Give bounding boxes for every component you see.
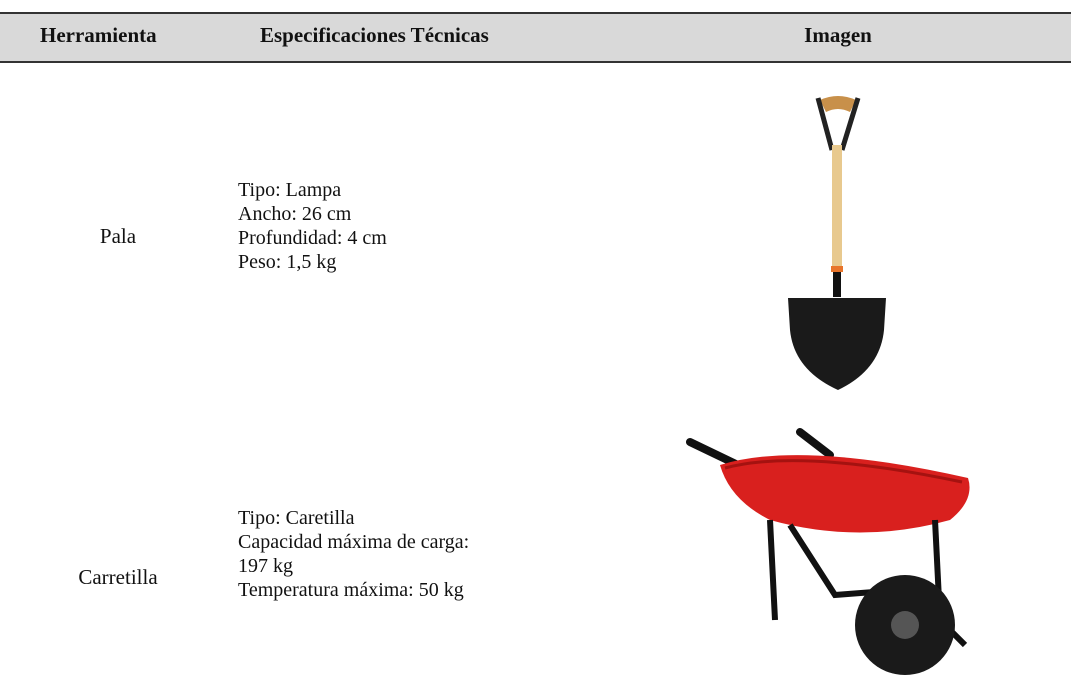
header-row — [0, 12, 1071, 63]
header-cell: Herramienta — [40, 23, 157, 47]
header-cell: Imagen — [804, 23, 872, 47]
spec-line: Capacidad máxima de carga: — [238, 531, 470, 553]
header-cell: Especificaciones Técnicas — [260, 23, 489, 47]
spec-line: Tipo: Caretilla — [238, 507, 355, 529]
spec-line: Peso: 1,5 kg — [238, 251, 337, 273]
spec-line: Ancho: 26 cm — [238, 203, 352, 225]
tool-name: Pala — [99, 224, 137, 248]
spec-line: Tipo: Lampa — [238, 179, 342, 201]
spec-line: 197 kg — [238, 555, 293, 577]
spec-line: Temperatura máxima: 50 kg — [238, 579, 464, 601]
wheelbarrow-image — [686, 428, 970, 675]
tool-name: Carretilla — [78, 565, 158, 589]
spec-list: Tipo: Lampa Ancho: 26 cm Profundidad: 4 … — [238, 178, 387, 274]
spec-line: Profundidad: 4 cm — [238, 227, 387, 249]
shovel-image — [788, 96, 886, 390]
spec-list: Tipo: Caretilla Capacidad máxima de carg… — [238, 506, 469, 602]
